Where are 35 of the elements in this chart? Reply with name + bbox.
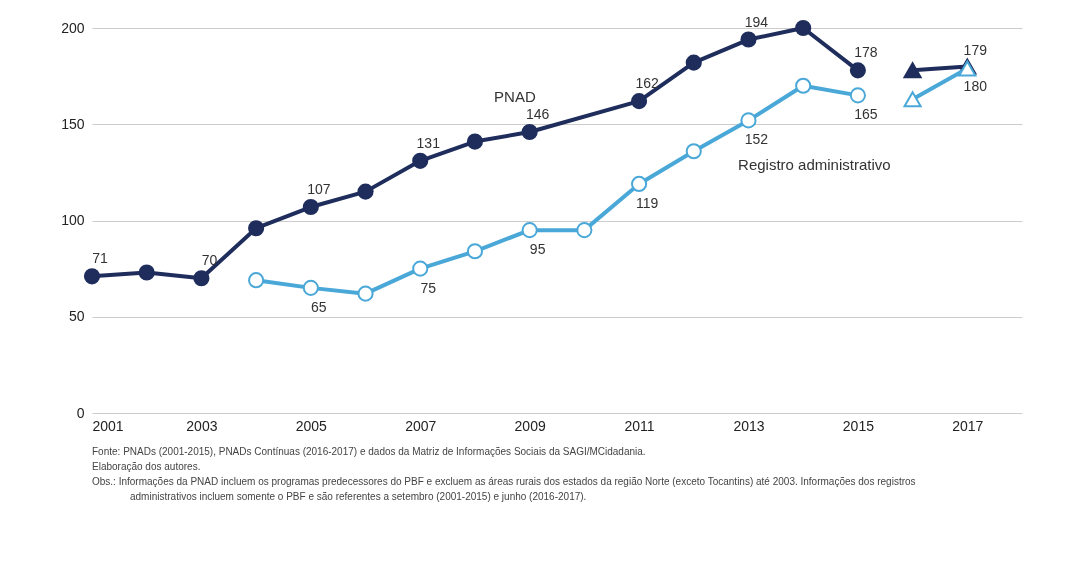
- data-label: 65: [311, 298, 327, 315]
- x-tick-label: 2017: [952, 417, 984, 434]
- text: Elaboração dos autores.: [92, 461, 201, 472]
- y-tick-label: 200: [61, 19, 85, 36]
- text: Obs.: Informações da PNAD incluem os programas predecessores do PBF e excluem as áreas rurais dos estados da região Norte (exceto Tocantins) até 2003. Informações dos registros administrativos incluem somente o PBF e são referentes a setembro (2001-2015) e junho (2016-2017).: [92, 476, 916, 502]
- x-tick-label: 2015: [842, 417, 875, 434]
- series-label: Registro administrativo: [738, 156, 891, 174]
- data-label: 107: [307, 181, 331, 198]
- x-tick-label: 2001: [92, 417, 124, 434]
- source-note: Fonte: PNADs (2001-2015), PNADs Contínuas (2016-2017) e dados da Matriz de Informações Sociais da SAGI/MCidadania.: [92, 446, 646, 457]
- data-label: 194: [744, 13, 769, 30]
- y-tick-label: 0: [76, 404, 85, 421]
- y-tick-label: 50: [68, 308, 85, 325]
- x-tick-label: 2007: [405, 417, 437, 434]
- series-label: PNAD: [494, 87, 536, 105]
- data-label: 75: [420, 279, 437, 296]
- data-label: 146: [525, 105, 550, 122]
- x-tick-label: 2013: [733, 417, 765, 434]
- data-label: 131: [416, 134, 441, 151]
- y-tick-label: 100: [61, 212, 85, 228]
- data-label: 119: [635, 194, 659, 211]
- data-label: 179: [963, 42, 988, 59]
- data-label: 71: [92, 250, 108, 267]
- x-tick-label: 2011: [624, 417, 655, 434]
- x-tick-label: 2005: [295, 417, 328, 434]
- data-label: 178: [854, 44, 878, 61]
- data-label: 180: [963, 77, 988, 94]
- data-label: 152: [744, 131, 769, 148]
- data-label: 165: [854, 106, 878, 123]
- data-label: 95: [529, 241, 546, 258]
- y-tick-label: 150: [61, 115, 85, 132]
- x-tick-label: 2003: [186, 417, 218, 434]
- data-label: 70: [201, 252, 218, 269]
- data-label: 162: [635, 75, 659, 92]
- x-tick-label: 2009: [514, 417, 546, 434]
